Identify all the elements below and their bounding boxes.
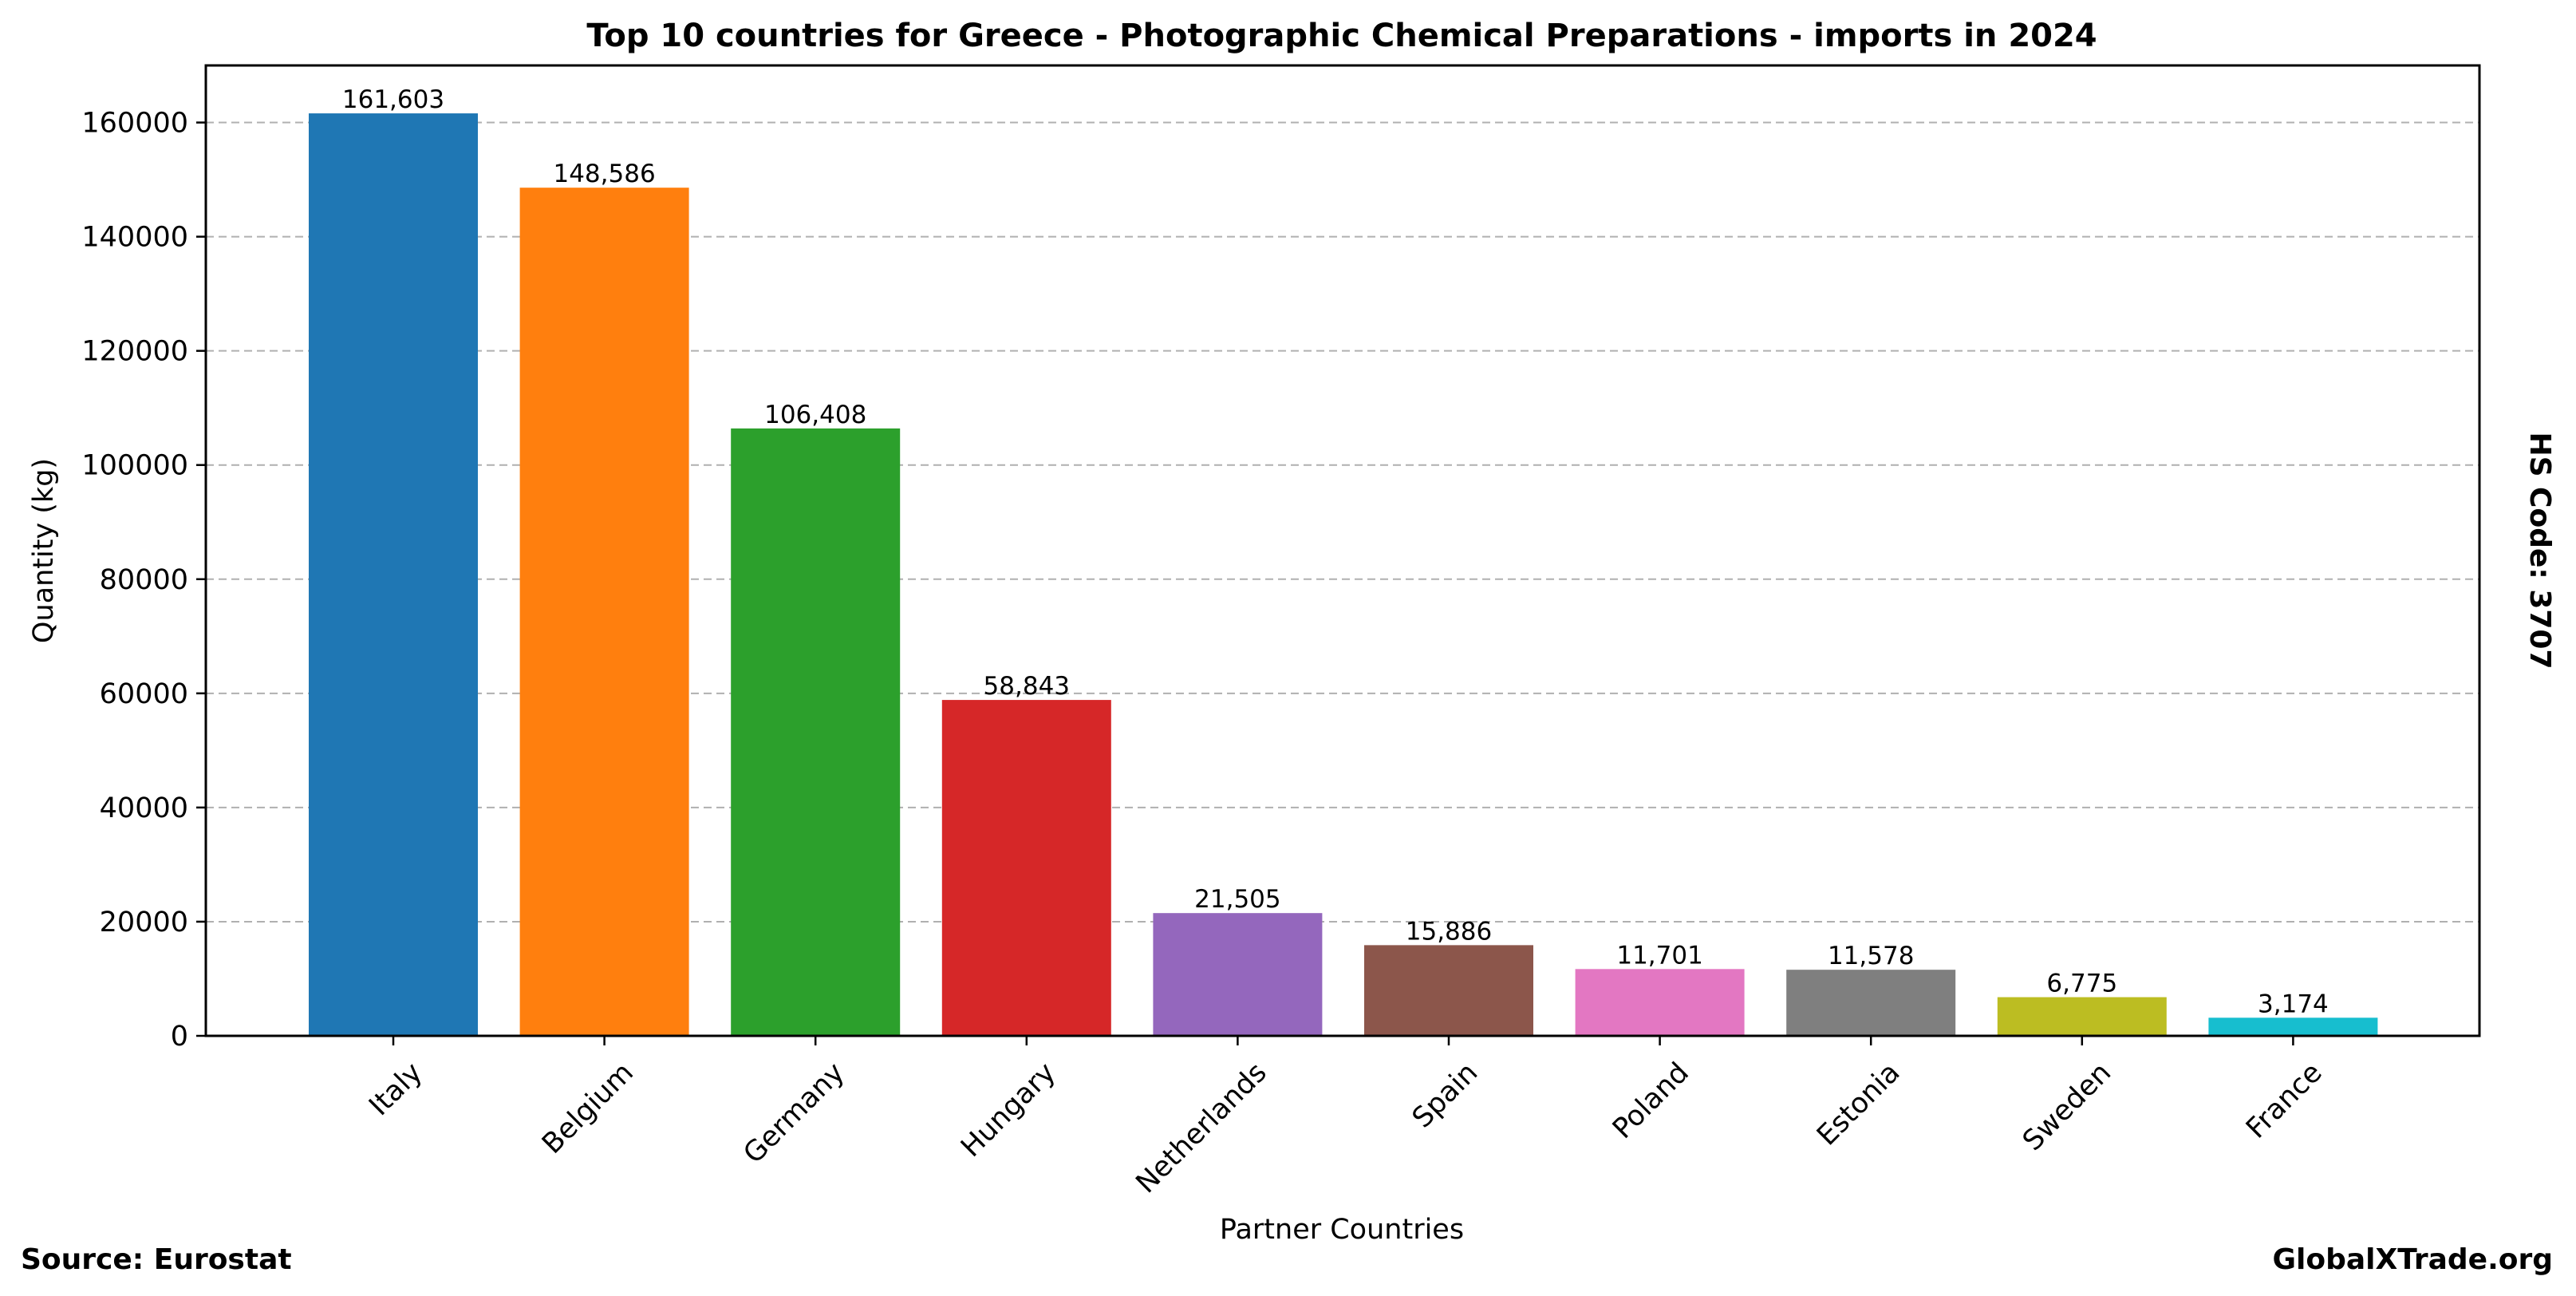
data-label-germany: 106,408: [764, 401, 866, 429]
chart-title: Top 10 countries for Greece - Photograph…: [586, 18, 2097, 54]
y-tick-label: 20000: [100, 907, 188, 938]
bar-spain: [1364, 945, 1533, 1036]
x-tick-label-poland: Poland: [1607, 1057, 1695, 1145]
hs-code-note: HS Code: 3707: [2523, 432, 2556, 669]
x-axis-label: Partner Countries: [1220, 1214, 1464, 1246]
data-label-belgium: 148,586: [553, 160, 655, 188]
x-tick-label-netherlands: Netherlands: [1130, 1057, 1273, 1199]
plot-frame: [204, 64, 2481, 1037]
y-tick-label: 160000: [81, 108, 188, 140]
x-tick-label-hungary: Hungary: [955, 1057, 1062, 1164]
bar-hungary: [941, 700, 1111, 1036]
brand-watermark: GlobalXTrade.org: [2272, 1243, 2553, 1276]
bar-france: [2208, 1017, 2378, 1036]
bar-netherlands: [1153, 913, 1323, 1036]
x-tick-label-italy: Italy: [363, 1057, 428, 1122]
data-label-sweden: 6,775: [2046, 970, 2117, 998]
bars: [309, 113, 2378, 1037]
data-label-france: 3,174: [2258, 990, 2329, 1018]
bar-belgium: [519, 188, 689, 1036]
y-tick-label: 120000: [81, 336, 188, 368]
data-label-estonia: 11,578: [1828, 942, 1914, 970]
x-tick-label-france: France: [2240, 1057, 2329, 1145]
plot-border: [204, 64, 2481, 1037]
source-note: Source: Eurostat: [21, 1243, 292, 1276]
x-tick-label-sweden: Sweden: [2017, 1057, 2117, 1157]
y-axis: 0 20000 40000 60000 80000 100000 120000 140000 1…: [81, 108, 206, 1053]
data-label-spain: 15,886: [1406, 917, 1492, 946]
y-tick-label: 100000: [81, 450, 188, 482]
x-tick-label-germany: Germany: [738, 1057, 851, 1170]
x-tick-label-spain: Spain: [1406, 1057, 1484, 1134]
bar-sweden: [1997, 997, 2167, 1036]
bar-poland: [1575, 969, 1745, 1036]
data-label-hungary: 58,843: [984, 672, 1070, 701]
data-label-poland: 11,701: [1616, 941, 1702, 970]
y-tick-label: 40000: [100, 792, 188, 824]
y-tick-label: 60000: [100, 678, 188, 710]
gridlines: [206, 121, 2479, 923]
data-label-italy: 161,603: [342, 85, 444, 114]
y-tick-label: 80000: [100, 564, 188, 596]
y-tick-label: 140000: [81, 222, 188, 254]
bar-germany: [731, 428, 901, 1036]
x-tick-label-belgium: Belgium: [536, 1057, 640, 1160]
bar-italy: [309, 113, 478, 1037]
y-axis-label: Quantity (kg): [28, 458, 60, 643]
x-axis: Italy Belgium Germany Hungary Netherlands Spa…: [363, 1036, 2329, 1199]
y-tick-label: 0: [171, 1021, 188, 1053]
x-tick-label-estonia: Estonia: [1811, 1057, 1906, 1152]
data-label-netherlands: 21,505: [1194, 885, 1280, 914]
data-labels: 161,603 148,586 106,408 58,843 21,505 15,886 1…: [342, 85, 2329, 1018]
bar-estonia: [1786, 970, 1956, 1036]
